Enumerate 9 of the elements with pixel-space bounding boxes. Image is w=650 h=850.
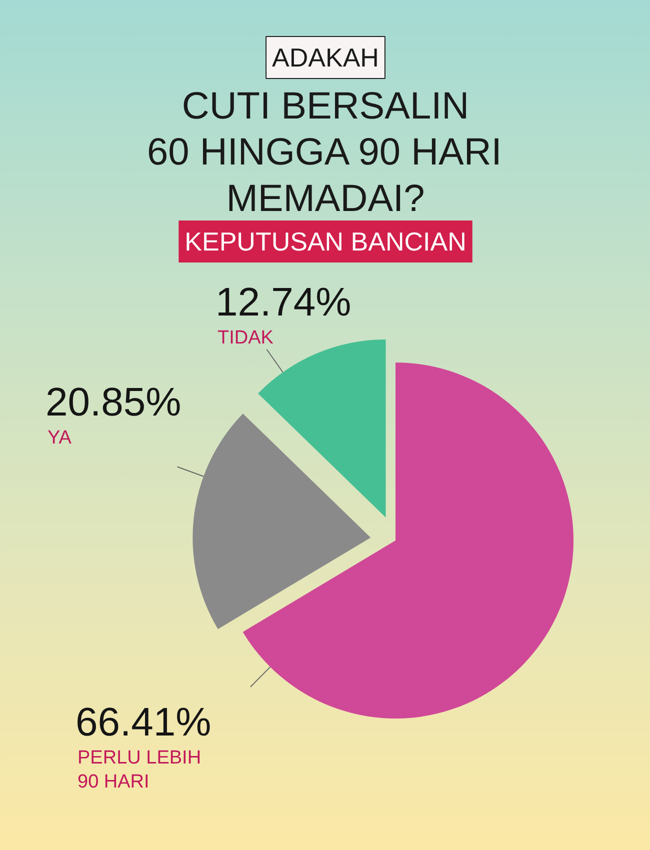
chart-subtitle: KEPUTUSAN BANCIAN xyxy=(184,226,466,256)
text: ADAKAH xyxy=(272,42,379,72)
slice-label: YA xyxy=(48,428,72,448)
data-label: 12.74% xyxy=(216,280,352,324)
data-label: 66.41% xyxy=(76,700,212,744)
chart-title: CUTI BERSALIN 60 HINGGA 90 HARI MEMADAI? xyxy=(147,86,502,220)
data-label: 20.85% xyxy=(46,380,182,424)
slice-label: TIDAK xyxy=(218,328,274,348)
slice-label: PERLU LEBIH 90 HARI xyxy=(78,748,202,793)
